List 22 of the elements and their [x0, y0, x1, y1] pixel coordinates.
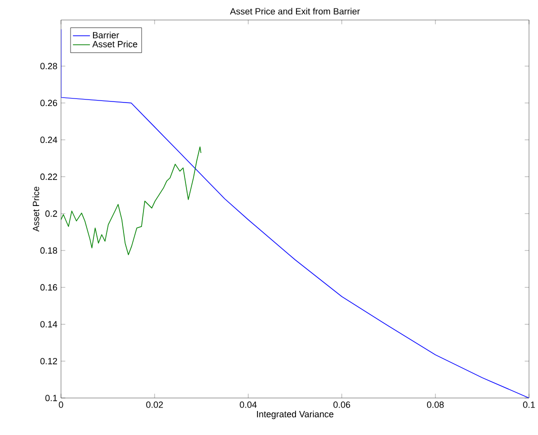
- line-series: [61, 146, 202, 256]
- x-tick-label: 0.06: [333, 402, 350, 408]
- y-tick-label: 0.26: [40, 100, 58, 106]
- y-axis-title: Asset Price: [32, 186, 40, 232]
- x-axis-title: Integrated Variance: [257, 410, 334, 420]
- legend-label: Barrier: [93, 32, 120, 38]
- y-tick-label: 0.18: [40, 247, 58, 254]
- y-tick-label: 0.2: [45, 210, 58, 217]
- legend-label: Asset Price: [92, 40, 138, 48]
- x-tick-label: 0.1: [523, 402, 535, 408]
- y-tick-label: 0.14: [40, 321, 58, 328]
- chart-title: Asset Price and Exit from Barrier: [230, 8, 360, 14]
- y-tick-label: 0.24: [40, 136, 58, 144]
- x-tick-label: 0.02: [146, 402, 163, 408]
- x-tick-label: 0.04: [240, 402, 257, 408]
- y-tick-label: 0.16: [40, 284, 58, 291]
- y-tick-label: 0.28: [40, 62, 58, 70]
- y-tick-label: 0.22: [40, 174, 58, 180]
- y-tick-label: 0.1: [45, 394, 58, 402]
- y-tick-label: 0.12: [40, 358, 58, 364]
- x-tick-label: 0.08: [427, 402, 444, 408]
- x-tick-label: 0: [58, 402, 64, 408]
